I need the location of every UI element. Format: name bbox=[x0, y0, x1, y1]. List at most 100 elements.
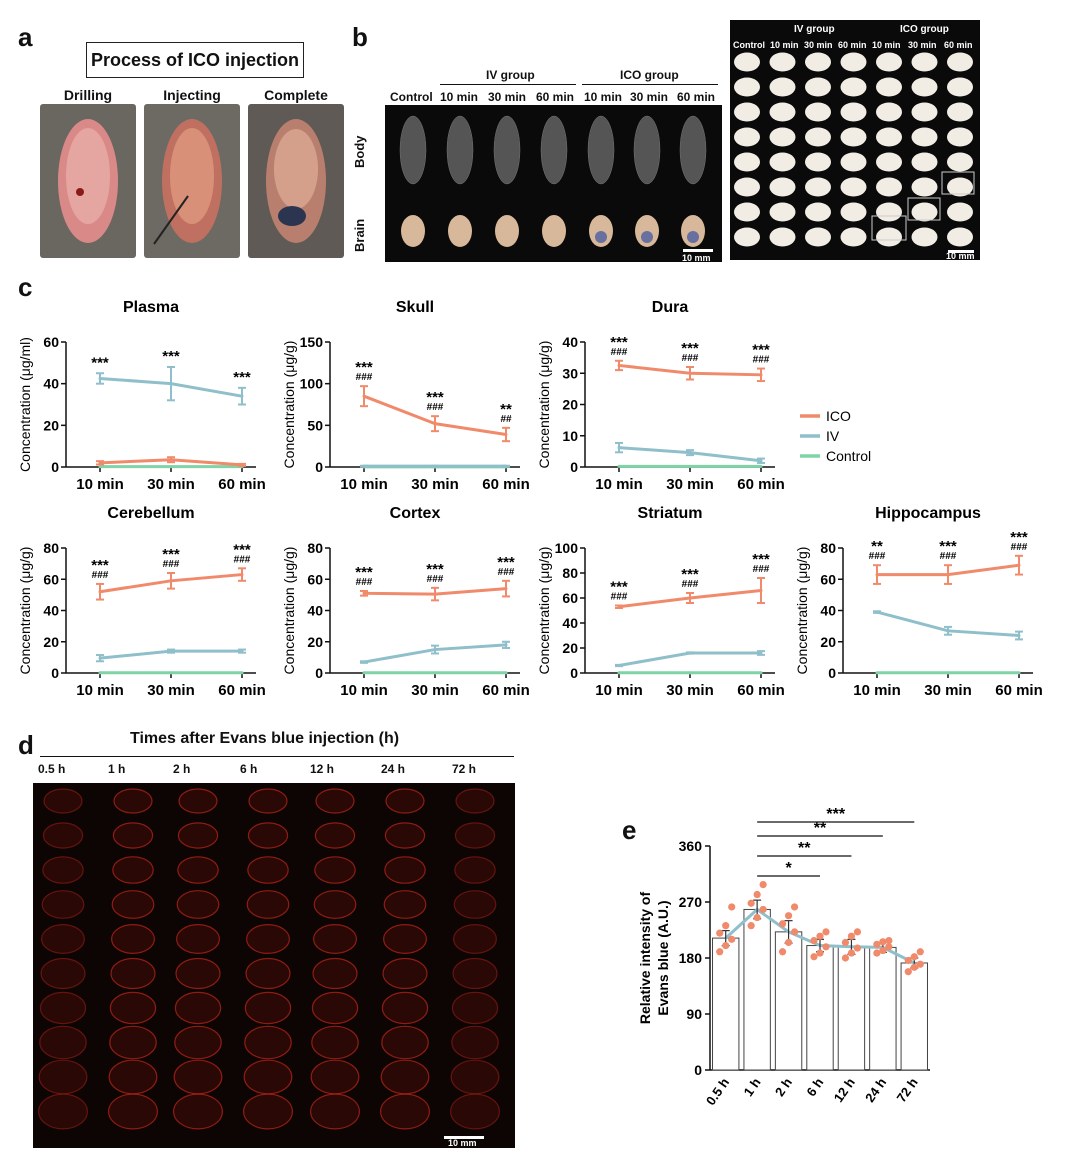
sig-star: *** bbox=[1010, 529, 1028, 546]
br-col-iv-60: 60 min bbox=[838, 40, 867, 50]
y-tick-label: 270 bbox=[679, 894, 703, 910]
panel-b-label: b bbox=[352, 22, 368, 52]
data-point bbox=[753, 913, 761, 922]
brain-slice bbox=[769, 127, 796, 147]
data-point-ico bbox=[169, 458, 173, 462]
y-tick-label: 150 bbox=[300, 334, 324, 350]
data-point-ico bbox=[169, 579, 173, 583]
y-tick-label: 80 bbox=[820, 540, 836, 556]
legend-label-ico: ICO bbox=[826, 408, 851, 424]
x-tick-label: 72 h bbox=[894, 1075, 921, 1105]
data-point bbox=[910, 963, 918, 971]
y-tick-label: 40 bbox=[43, 603, 59, 619]
d-title-rule bbox=[40, 756, 514, 757]
y-axis-label-line2: Evans blue (A.U.) bbox=[655, 900, 671, 1015]
data-point bbox=[910, 953, 918, 961]
brain-section bbox=[112, 856, 154, 884]
data-point-control bbox=[875, 671, 879, 675]
y-tick-label: 90 bbox=[686, 1006, 702, 1022]
brain-slice bbox=[805, 227, 831, 247]
data-point bbox=[916, 948, 924, 956]
bar bbox=[712, 937, 740, 1071]
brain-section bbox=[109, 1025, 157, 1060]
data-point bbox=[747, 899, 755, 907]
body-brain-photo bbox=[385, 105, 722, 262]
y-tick-label: 100 bbox=[300, 376, 324, 392]
brain-section bbox=[178, 788, 218, 814]
brain-slice bbox=[769, 102, 796, 122]
b-row-brain: Brain bbox=[352, 218, 367, 252]
brain-section bbox=[383, 924, 428, 955]
y-tick-label: 100 bbox=[555, 540, 579, 556]
brain-section bbox=[38, 1059, 88, 1095]
photo-injecting bbox=[144, 104, 240, 258]
bar bbox=[743, 908, 771, 1071]
brain-slice bbox=[911, 52, 938, 72]
b-col-iv-60: 60 min bbox=[536, 90, 575, 104]
time-label: 12 h bbox=[310, 762, 335, 776]
b-row-body: Body bbox=[352, 135, 367, 169]
data-point bbox=[716, 929, 724, 937]
br-col-ico-10: 10 min bbox=[872, 40, 901, 50]
y-tick-label: 40 bbox=[820, 603, 836, 619]
x-tick-label: 30 min bbox=[924, 682, 972, 699]
data-point-control bbox=[240, 671, 244, 675]
data-point bbox=[790, 928, 799, 936]
time-label: 2 h bbox=[173, 762, 191, 776]
b-left-scale-label: 10 mm bbox=[682, 253, 711, 263]
data-point-control bbox=[169, 671, 173, 675]
brain-slice bbox=[734, 127, 760, 147]
brain-section bbox=[110, 957, 156, 990]
brain-section bbox=[312, 957, 358, 990]
x-tick-label: 60 min bbox=[482, 476, 530, 493]
br-group-iv: IV group bbox=[794, 24, 835, 35]
data-point-control bbox=[946, 671, 950, 675]
brain-section bbox=[38, 1093, 88, 1130]
step-injecting-label: Injecting bbox=[163, 87, 221, 103]
d-scale-label: 10 mm bbox=[448, 1138, 477, 1148]
y-axis-label-line1: Relative intensity of bbox=[637, 892, 653, 1025]
data-point-ico bbox=[240, 463, 244, 467]
brain-section bbox=[380, 1059, 430, 1095]
comparison-label: ** bbox=[814, 820, 827, 837]
data-point-iv bbox=[759, 651, 763, 655]
data-point-control bbox=[504, 671, 508, 675]
brain-section bbox=[313, 890, 357, 919]
brain-slice bbox=[840, 102, 867, 122]
y-tick-label: 40 bbox=[43, 376, 59, 392]
x-tick-label: 60 min bbox=[218, 476, 266, 493]
brain-section bbox=[246, 890, 290, 919]
y-tick-label: 20 bbox=[820, 634, 836, 650]
data-point bbox=[841, 954, 850, 962]
data-point-iv bbox=[240, 649, 244, 653]
data-point bbox=[879, 946, 887, 955]
brain-section bbox=[173, 1059, 223, 1095]
x-tick-label: 30 min bbox=[666, 476, 714, 493]
chart-dura: Dura Concentration (μg/g) 0 10 20 30 40 10 min 3… bbox=[536, 299, 871, 493]
y-tick-label: 60 bbox=[43, 571, 59, 587]
brain-slice bbox=[840, 202, 867, 222]
data-point bbox=[853, 944, 862, 952]
legend-label-iv: IV bbox=[826, 428, 840, 444]
brain-section bbox=[315, 788, 355, 814]
bar bbox=[837, 946, 866, 1071]
brain-section bbox=[246, 924, 291, 955]
br-col-control: Control bbox=[733, 40, 765, 50]
y-tick-label: 80 bbox=[562, 565, 578, 581]
brain-slice bbox=[876, 152, 902, 172]
br-col-ico-30: 30 min bbox=[908, 40, 937, 50]
y-tick-label: 20 bbox=[562, 640, 578, 656]
sig-hash: ### bbox=[234, 554, 251, 565]
time-label: 0.5 h bbox=[38, 762, 66, 776]
brain-section bbox=[313, 924, 358, 955]
brain-section bbox=[247, 856, 289, 884]
data-point bbox=[816, 949, 824, 957]
brain-section bbox=[243, 1093, 294, 1130]
time-label: 1 h bbox=[108, 762, 126, 776]
sig-star: ** bbox=[500, 401, 512, 418]
brain-slice bbox=[947, 102, 973, 122]
brain-slice bbox=[840, 77, 867, 97]
data-point-iv bbox=[433, 648, 437, 652]
sig-star: *** bbox=[233, 369, 251, 386]
brain-section bbox=[311, 1025, 359, 1060]
